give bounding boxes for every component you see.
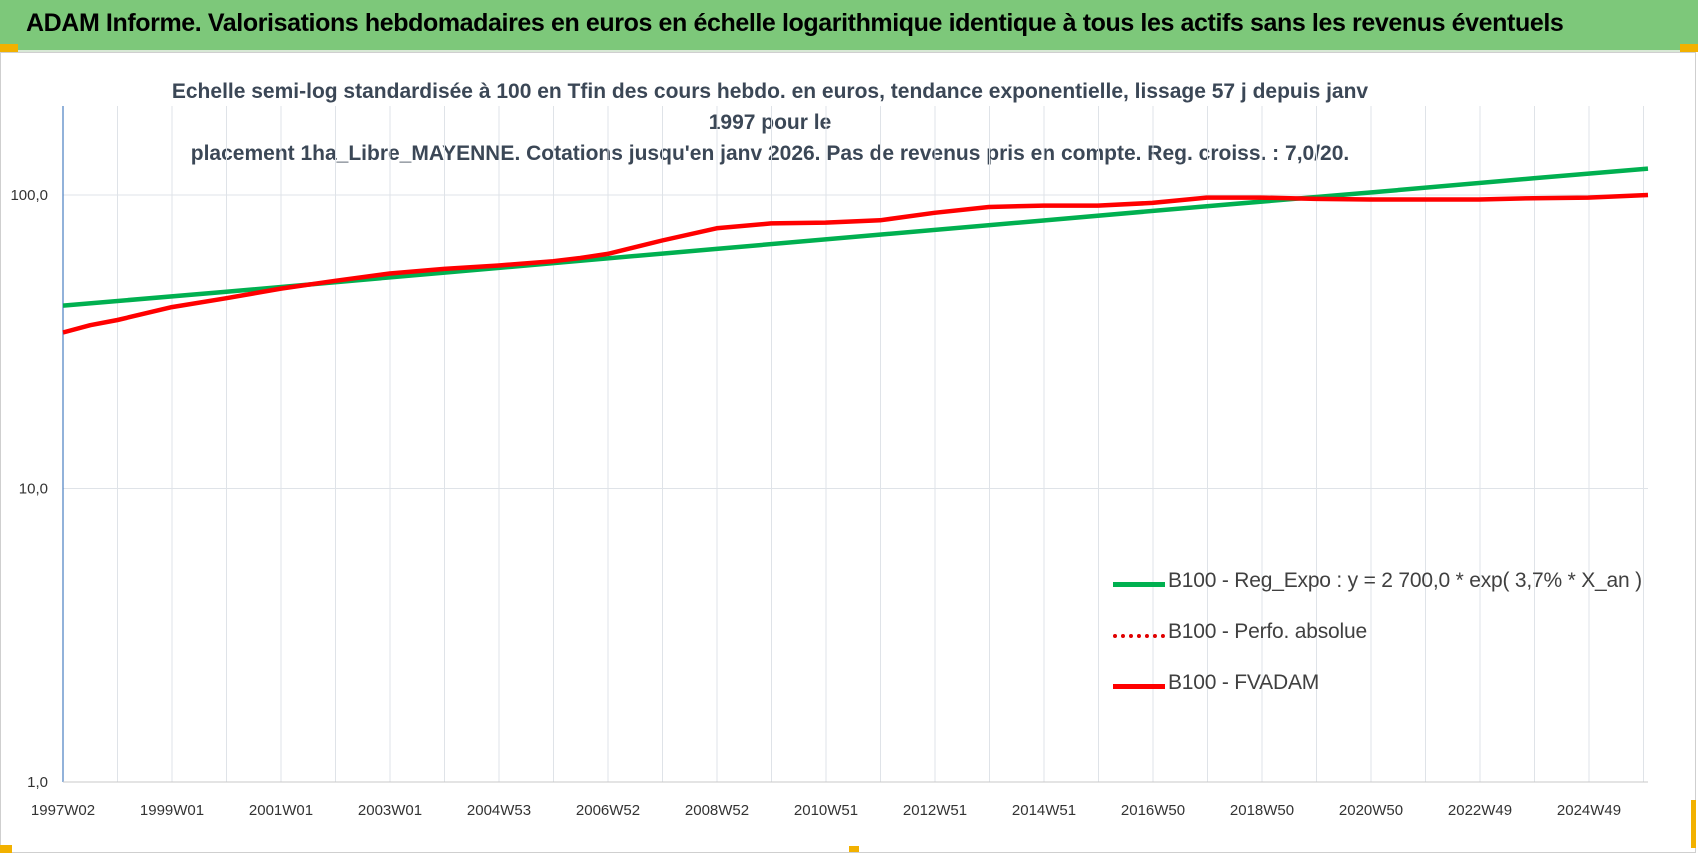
legend-label-perf-absolue: B100 - Perfo. absolue	[1168, 620, 1367, 643]
legend-label-fvadam: B100 - FVADAM	[1168, 671, 1320, 694]
series-line-2	[62, 192, 1649, 335]
x-tick-label: 2020W50	[1339, 802, 1403, 819]
x-tick-label: 2001W01	[249, 802, 313, 819]
x-tick-label: 2022W49	[1448, 802, 1512, 819]
x-tick-label: 2016W50	[1121, 802, 1185, 819]
grid-layer	[62, 106, 1648, 783]
x-tick-label: 2018W50	[1230, 802, 1294, 819]
legend-swatch-perf-absolue	[1113, 634, 1165, 638]
y-tick-label: 100,0	[10, 187, 48, 204]
x-tick-label: 1999W01	[140, 802, 204, 819]
chart-subtitle-line-2: placement 1ha_Libre_MAYENNE. Cotations j…	[190, 142, 1350, 165]
corner-marker-bottom-right	[1691, 800, 1696, 848]
y-tick-label: 10,0	[19, 481, 48, 498]
legend-label-regression: B100 - Reg_Expo : y = 2 700,0 * exp( 3,7…	[1168, 569, 1642, 592]
corner-marker-bottom-left	[0, 845, 12, 853]
corner-marker-top-left	[0, 44, 18, 52]
x-tick-label: 2010W51	[794, 802, 858, 819]
x-tick-label: 2003W01	[358, 802, 422, 819]
x-tick-label: 1997W02	[31, 802, 95, 819]
title-banner: ADAM Informe. Valorisations hebdomadaire…	[0, 0, 1698, 52]
series-layer	[62, 166, 1649, 335]
x-tick-label: 2006W52	[576, 802, 640, 819]
axis-layer	[62, 106, 1648, 783]
legend-swatch-regression	[1113, 582, 1165, 587]
corner-marker-bottom-middle	[849, 846, 859, 852]
y-tick-label: 1,0	[27, 774, 48, 791]
chart-subtitle-line-1: Echelle semi-log standardisée à 100 en T…	[171, 80, 1369, 134]
x-tick-label: 2014W51	[1012, 802, 1076, 819]
chart-subtitle: Echelle semi-log standardisée à 100 en T…	[170, 76, 1370, 169]
tick-label-layer: 1,0 10,0 100,0 1997W02 1999W01 2001W01 2003W01…	[10, 187, 1621, 819]
corner-marker-top-right	[1680, 44, 1698, 52]
legend-swatch-fvadam	[1113, 684, 1165, 689]
x-tick-label: 2024W49	[1557, 802, 1621, 819]
banner-title: ADAM Informe. Valorisations hebdomadaire…	[26, 9, 1564, 37]
x-tick-label: 2008W52	[685, 802, 749, 819]
chart-frame	[0, 52, 1696, 853]
x-tick-label: 2004W53	[467, 802, 531, 819]
x-tick-label: 2012W51	[903, 802, 967, 819]
